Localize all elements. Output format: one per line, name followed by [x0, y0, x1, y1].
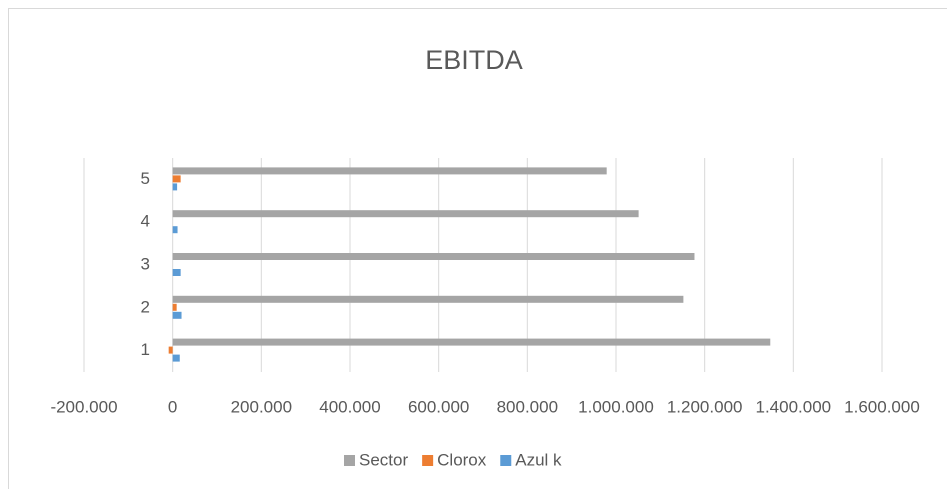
bar: [172, 295, 684, 303]
bar: [172, 269, 181, 276]
x-tick-label: 400.000: [319, 397, 380, 416]
x-tick-label: 800.000: [497, 397, 558, 416]
bar: [172, 338, 771, 346]
bar: [168, 346, 173, 354]
bar: [172, 311, 182, 319]
bar: [172, 226, 178, 234]
chart-title: EBITDA: [425, 45, 523, 75]
bar: [172, 354, 180, 362]
legend-swatch: [422, 455, 434, 466]
x-tick-label: 600.000: [408, 397, 469, 416]
x-tick-label: 0: [168, 397, 177, 416]
legend-label: Azul k: [515, 450, 562, 469]
x-tick-label: 1.200.000: [667, 397, 743, 416]
bar: [172, 210, 639, 218]
x-tick-label: 1.600.000: [844, 397, 920, 416]
bar: [172, 303, 177, 311]
y-tick-label: 2: [141, 297, 150, 316]
x-tick-label: -200.000: [50, 397, 117, 416]
legend-swatch: [344, 455, 355, 466]
legend-swatch: [500, 455, 512, 466]
x-tick-label: 1.000.000: [578, 397, 654, 416]
legend-label: Clorox: [437, 450, 487, 469]
bar: [172, 167, 607, 175]
bar: [172, 183, 178, 191]
x-tick-label: 1.400.000: [756, 397, 832, 416]
legend-label: Sector: [359, 450, 408, 469]
y-tick-label: 4: [141, 212, 150, 231]
y-tick-label: 3: [141, 254, 150, 273]
chart-frame: [8, 8, 947, 489]
x-tick-label: 200.000: [231, 397, 292, 416]
y-tick-label: 1: [141, 340, 150, 359]
bar: [172, 253, 695, 260]
bar: [172, 175, 181, 183]
y-tick-label: 5: [141, 169, 150, 188]
